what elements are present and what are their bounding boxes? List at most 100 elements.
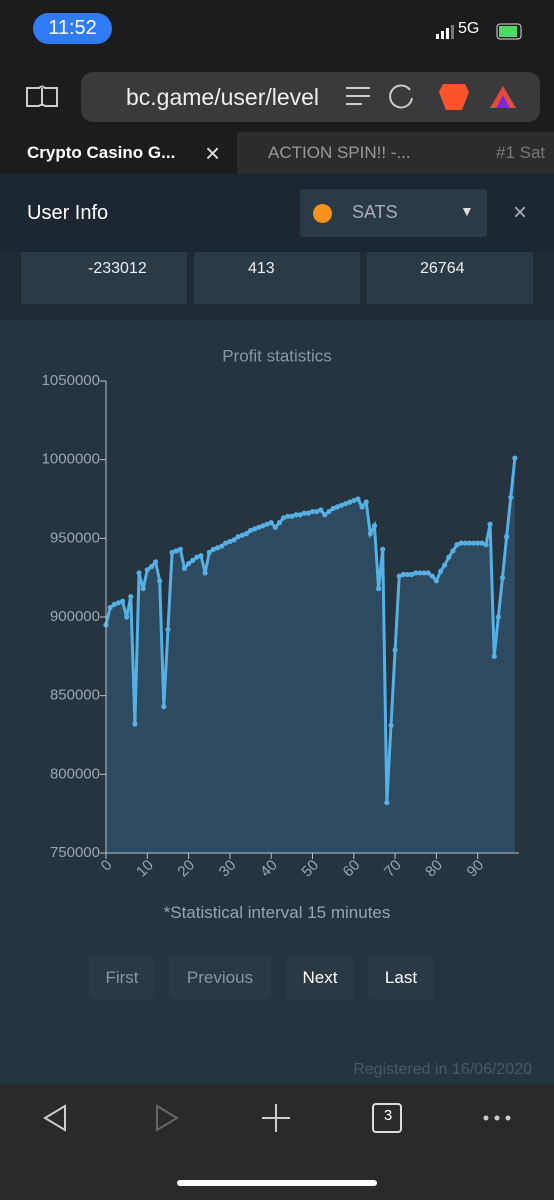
point [433,578,439,584]
point [239,532,245,538]
point [475,540,481,546]
point [347,499,353,505]
y-tick-label: 750000 [50,844,100,861]
point [375,586,382,592]
x-tick-label: 30 [216,857,240,881]
point [446,554,452,560]
point [124,614,130,620]
y-tick-label: 1050000 [42,372,100,389]
point [487,521,493,527]
point [351,497,357,504]
x-tick-label: 70 [381,857,405,881]
point [421,570,427,576]
point [314,508,320,515]
point [491,653,497,659]
point [214,545,221,551]
x-tick-label: 0 [98,857,116,875]
stat-value: -233012 [88,260,147,277]
point [442,562,448,568]
point [330,505,336,512]
coin-icon [313,204,332,223]
tab-count[interactable]: 3 [383,1107,393,1124]
point [165,626,171,633]
last-button[interactable]: Last [368,956,434,999]
point [280,515,287,521]
point [115,600,121,606]
point [157,578,163,584]
point [132,721,138,727]
close-modal[interactable]: × [513,199,528,226]
point [342,501,349,507]
first-button[interactable]: First [89,956,155,999]
point [152,559,159,565]
point [413,570,419,576]
y-tick-label: 900000 [50,608,100,625]
point [417,570,423,576]
point [400,571,406,578]
point [128,593,134,600]
point [429,573,435,579]
point [384,800,390,806]
point [326,508,332,515]
stat-card [367,252,533,304]
point [247,527,254,534]
point [388,722,394,729]
stat-value: 413 [248,260,275,277]
y-tick-label: 800000 [50,765,100,782]
point [425,570,431,576]
dropdown-arrow: ▼ [460,203,474,219]
point [479,540,485,546]
point [235,534,241,540]
point [181,565,188,571]
point [297,512,303,518]
chart: Profit statistics 750000 800000 850000 9000… [42,346,519,881]
point [107,604,113,611]
point [462,540,468,546]
point [268,520,274,526]
registered: Registered in 16/06/2020 [353,1061,532,1078]
next-button[interactable]: Next [286,956,354,999]
x-tick-label: 40 [257,857,281,881]
tab-title[interactable]: ACTION SPIN!! -... [268,143,411,162]
point [355,496,361,502]
point [210,546,216,552]
point [285,513,291,519]
point [404,571,411,578]
tab-title: Crypto Casino G... [27,143,176,162]
close-tab[interactable]: × [205,138,221,168]
point [454,542,460,548]
x-tick-label: 90 [464,857,488,881]
x-tick-label: 50 [298,857,322,881]
area [106,458,515,853]
point [359,504,365,510]
active-tab[interactable] [0,132,237,174]
point [458,540,464,546]
point [202,570,208,576]
point [309,508,316,515]
point [223,540,229,546]
previous-button[interactable]: Previous [169,956,271,999]
point [256,524,262,530]
point [177,546,183,552]
point [111,601,117,608]
point [186,560,192,567]
point [119,598,126,604]
point [169,549,175,556]
point [190,557,196,563]
point [219,543,225,549]
url[interactable]: bc.game/user/level [126,84,320,110]
point [409,571,415,578]
nav-icons [43,1103,511,1186]
point [483,542,489,548]
icons [26,23,540,122]
point [272,524,278,530]
tab-title[interactable]: #1 Sat [496,143,546,162]
point [144,567,150,573]
point [305,510,311,516]
x-tick-label: 80 [422,857,446,881]
point [243,531,250,537]
currency: SATS [352,202,398,222]
point [466,540,473,546]
x-tick-label: 60 [340,857,364,881]
y-tick-label: 850000 [50,687,100,704]
